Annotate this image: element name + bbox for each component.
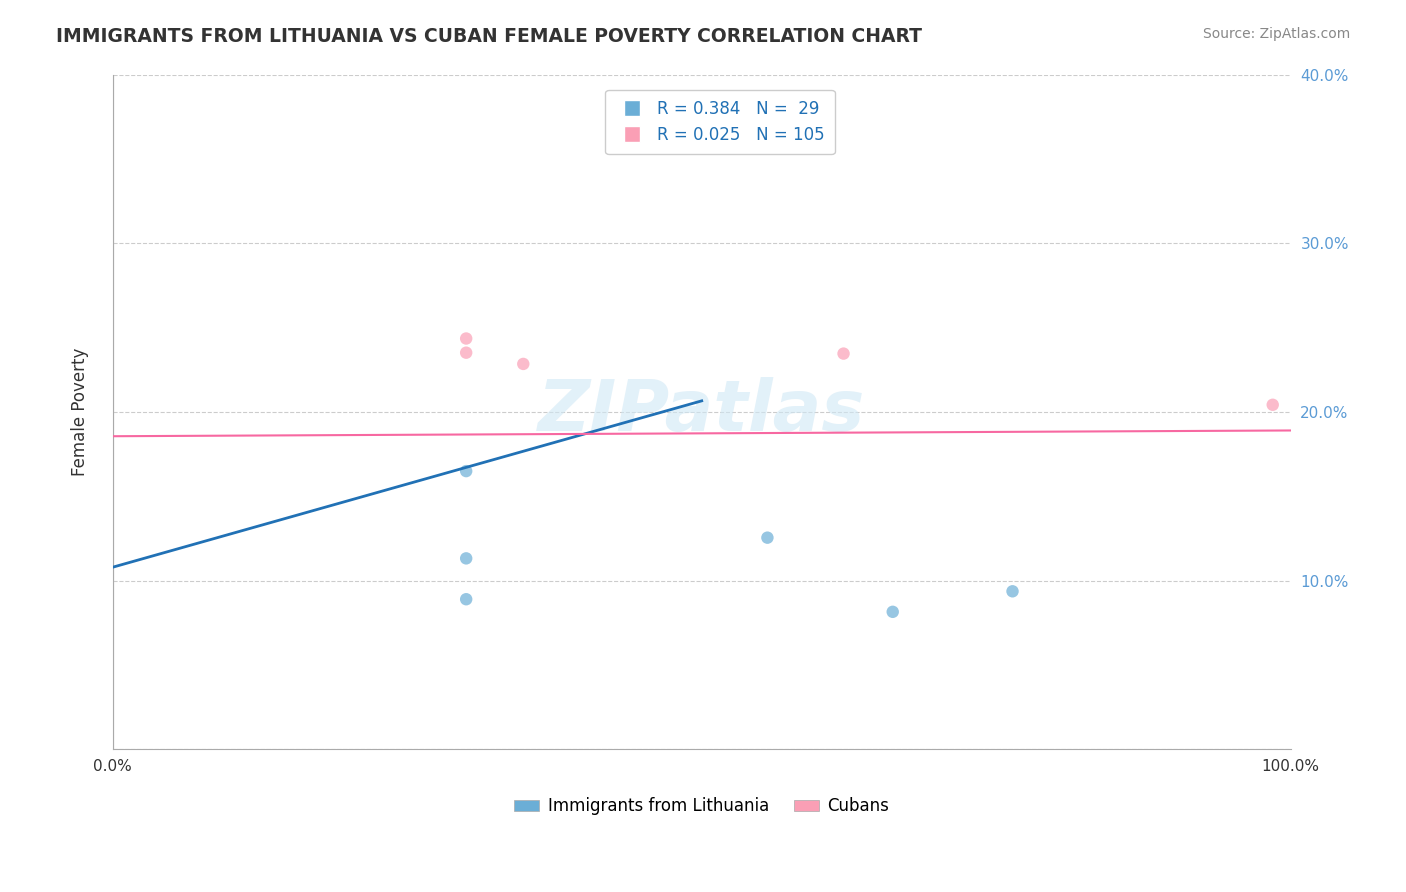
Text: IMMIGRANTS FROM LITHUANIA VS CUBAN FEMALE POVERTY CORRELATION CHART: IMMIGRANTS FROM LITHUANIA VS CUBAN FEMAL… (56, 27, 922, 45)
Point (456, 345, 478, 359)
Point (1001, 584, 1024, 599)
Point (1261, 398, 1284, 412)
Point (512, 357, 534, 371)
Point (456, 331, 478, 345)
Y-axis label: Female Poverty: Female Poverty (72, 348, 89, 476)
Text: Source: ZipAtlas.com: Source: ZipAtlas.com (1202, 27, 1350, 41)
Point (456, 592, 478, 607)
Point (882, 605, 904, 619)
Point (832, 346, 855, 360)
Point (456, 551, 478, 566)
Legend: Immigrants from Lithuania, Cubans: Immigrants from Lithuania, Cubans (508, 790, 896, 822)
Text: ZIPatlas: ZIPatlas (538, 377, 866, 447)
Point (456, 464, 478, 478)
Point (1371, 455, 1393, 469)
Point (756, 531, 779, 545)
